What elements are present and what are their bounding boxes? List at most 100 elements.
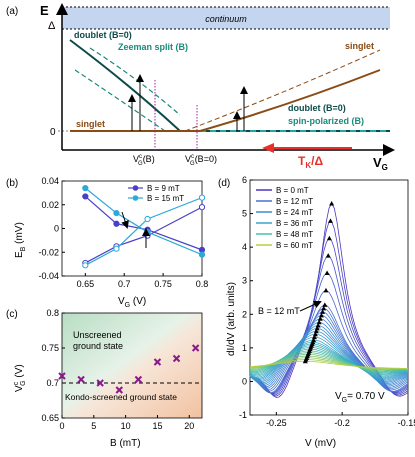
panel-d-trace	[249, 339, 409, 379]
panel-c-xtick-label: 0	[59, 421, 64, 431]
panel-b-series	[82, 185, 206, 269]
doublet-b0-left-label: doublet (B=0)	[74, 30, 132, 40]
panel-d-peak-marker	[313, 328, 319, 334]
panel-d-peak-marker	[322, 302, 328, 307]
panel-d-peak-marker	[302, 358, 308, 364]
panel-d-label: (d)	[218, 178, 230, 189]
panel-d-frame	[249, 179, 409, 416]
doublet-curve	[69, 39, 181, 132]
panel-b-ticks: 0.65 0.7 0.75 0.8 -0.04 -0.02 0 0.02 0.04	[38, 176, 208, 289]
panel-d-points	[302, 201, 335, 364]
panel-d-peak-marker	[318, 312, 324, 318]
panel-c-ytick-label: 0.75	[41, 343, 59, 353]
panel-d-ytick-label: -1	[239, 410, 247, 420]
panel-b-point	[82, 185, 89, 192]
singlet-dashed-curve	[184, 49, 381, 132]
panel-d-trace	[249, 360, 409, 369]
panel-d-peak-marker	[327, 218, 333, 223]
panel-c-point	[191, 344, 200, 352]
panel-c-label: (c)	[6, 309, 18, 320]
panel-d-xlabel: V (mV)	[305, 438, 336, 449]
panel-c-point	[58, 372, 66, 380]
panel-b-series-line	[84, 195, 203, 251]
delta-label: Δ	[48, 20, 56, 32]
panel-c-ytick-label: 0.8	[46, 308, 59, 318]
panel-d-peak-marker	[329, 201, 335, 206]
panel-d-ytick-label: 6	[242, 175, 247, 185]
panel-d-xtick-label: -0.2	[334, 418, 350, 428]
tk-label: TK/Δ	[298, 154, 323, 170]
panel-d-legend-label: B = 12 mT	[276, 197, 313, 206]
panel-c-point	[77, 375, 85, 384]
panel-b-point	[198, 204, 206, 211]
panel-d-legend-label: B = 36 mT	[276, 219, 313, 228]
panel-d-trace	[249, 321, 409, 386]
panel-b-arrow-1	[121, 211, 129, 229]
panel-d-peak-marker	[323, 287, 329, 293]
panel-d-annotation-arrow	[299, 300, 322, 312]
energy-axis-label: E	[40, 3, 49, 18]
panel-d-trace	[249, 318, 409, 388]
panel-c-ylabel: VcG (V)	[13, 364, 27, 392]
panel-b-ytick-label: 0.04	[41, 176, 59, 186]
panel-b-xtick-label: 0.75	[154, 279, 172, 289]
panel-b-point	[198, 251, 206, 258]
panel-c-ytick-label: 0.7	[46, 378, 59, 388]
continuum-band	[62, 7, 390, 29]
doublet-b0-right-label: doublet (B=0)	[288, 103, 346, 113]
panel-d-peak-marker	[325, 253, 331, 258]
panel-d-peak-marker	[320, 309, 326, 314]
singlet-right-label: singlet	[345, 41, 374, 51]
unscreened-line-2: ground state	[73, 341, 123, 351]
panel-c-point	[172, 354, 181, 363]
panel-b-ytick-label: 0.02	[41, 200, 59, 210]
panel-d-legend-label: B = 60 mT	[276, 241, 313, 250]
panel-d-ylabel: dI/dV (arb. units)	[226, 282, 237, 356]
panel-d-ytick-label: 5	[242, 209, 247, 219]
panel-b-ylabel: EB (mV)	[14, 222, 27, 258]
panel-d-trace	[249, 330, 409, 383]
panel-b-xlabel: VG (V)	[118, 296, 146, 309]
panel-d-trace	[249, 357, 408, 370]
legend-15mt-label: B = 15 mT	[147, 194, 184, 203]
panel-d-ytick-label: 2	[242, 309, 247, 319]
zeeman-upper-curve	[89, 47, 181, 116]
panel-d-peak-marker	[324, 270, 330, 275]
panel-d-trace	[249, 359, 408, 370]
panel-d-peak-marker	[312, 331, 318, 337]
panel-c-xlabel: B (mT)	[110, 438, 141, 449]
panel-d-peak-marker	[315, 323, 321, 328]
panel-d-curves	[249, 202, 409, 398]
panel-b-ytick-label: -0.04	[38, 271, 59, 281]
panel-d-trace	[249, 328, 409, 384]
panel-d-xtick-label: -0.15	[398, 418, 415, 428]
panel-d-peak-marker	[317, 316, 323, 321]
panel-d-peak-marker	[321, 305, 327, 311]
panel-d-annotation: B = 12 mT	[258, 306, 300, 316]
panel-a: (a) continuum E VG Δ 0	[6, 3, 395, 172]
panel-b-point	[144, 215, 151, 223]
panel-d-xtick-label: -0.25	[266, 418, 287, 428]
panel-d-ytick-label: 1	[242, 343, 247, 353]
panel-b-series-line	[85, 206, 203, 264]
panel-b-series-line	[85, 197, 203, 266]
panel-c-background	[62, 313, 202, 418]
panel-b-point	[198, 194, 206, 201]
singlet-left-label: singlet	[76, 119, 105, 129]
panel-c: (c) 0 5 10 15 20 0.65 0.7 0.75 0.8 Unscreened gr…	[6, 308, 203, 449]
panel-b-ytick-label: 0	[54, 224, 59, 234]
panel-b-point	[113, 220, 120, 227]
panel-c-xtick-label: 5	[91, 421, 96, 431]
panel-c-point	[96, 379, 104, 387]
zero-label: 0	[50, 127, 56, 138]
panel-b-point	[113, 209, 120, 217]
legend-15mt-marker	[132, 195, 139, 201]
panel-b-point	[82, 193, 89, 200]
gate-axis-label: VG	[373, 155, 388, 172]
panel-c-points	[58, 344, 200, 394]
panel-c-point	[153, 358, 162, 366]
panel-d-ytick-label: 3	[242, 276, 247, 286]
zeeman-label: Zeeman split (B)	[118, 42, 188, 52]
